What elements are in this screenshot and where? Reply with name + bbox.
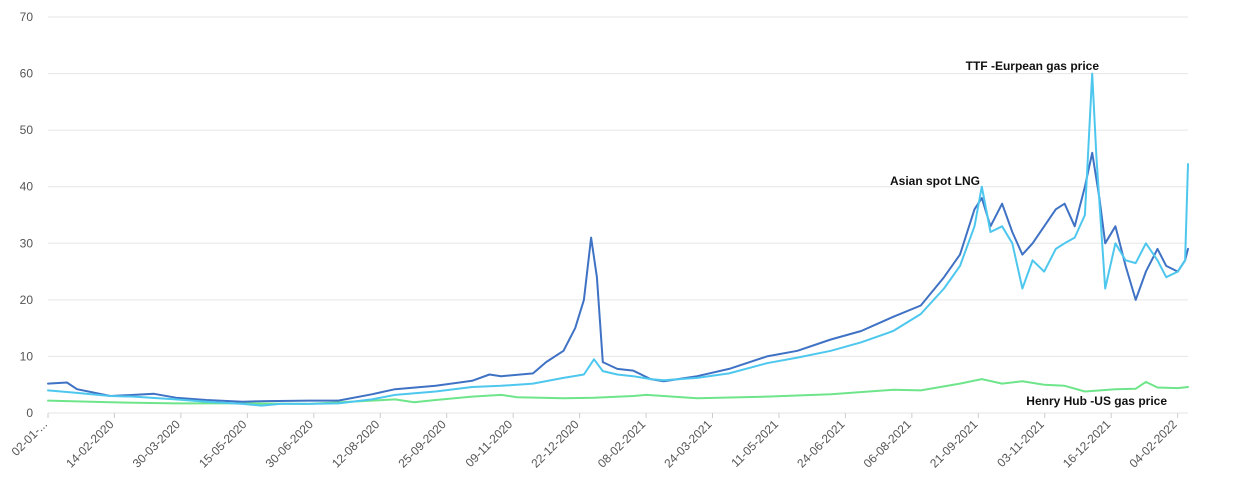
series-line-0 <box>47 72 1189 407</box>
x-tick-label: 02-01-... <box>9 417 51 459</box>
y-tick-label: 20 <box>20 293 34 307</box>
x-tick-label: 04-02-2022 <box>1126 417 1180 471</box>
x-tick-label: 09-11-2020 <box>463 417 516 470</box>
x-tick-label: 08-02-2021 <box>595 417 649 471</box>
x-tick-label: 24-03-2021 <box>661 417 715 471</box>
x-tick-label: 14-02-2020 <box>63 417 117 471</box>
series-label-henry-hub: Henry Hub -US gas price <box>1026 394 1167 408</box>
x-tick-label: 16-12-2021 <box>1060 417 1114 471</box>
gridlines <box>48 16 1188 414</box>
x-tick-label: 12-08-2020 <box>329 417 383 471</box>
series-line-1 <box>47 151 1189 403</box>
x-tick-label: 25-09-2020 <box>396 417 450 471</box>
y-tick-label: 0 <box>26 406 33 420</box>
x-tick-label: 30-03-2020 <box>130 417 184 471</box>
x-tick-label: 30-06-2020 <box>263 417 317 471</box>
x-tick-label: 22-12-2020 <box>528 417 582 471</box>
x-tick-label: 24-06-2021 <box>794 417 848 471</box>
x-tick-label: 21-09-2021 <box>927 417 981 471</box>
y-tick-label: 50 <box>20 123 34 137</box>
y-tick-label: 70 <box>20 10 34 24</box>
series-labels: TTF -Eurpean gas price Asian spot LNG He… <box>890 59 1167 408</box>
y-tick-label: 10 <box>20 349 34 363</box>
x-tick-label: 06-08-2021 <box>861 417 915 471</box>
series-label-ttf: TTF -Eurpean gas price <box>966 59 1100 73</box>
series-label-asian-lng: Asian spot LNG <box>890 174 980 188</box>
y-tick-label: 60 <box>20 67 34 81</box>
y-tick-label: 40 <box>20 180 34 194</box>
series-line-2 <box>47 378 1189 405</box>
y-axis: 0 10 20 30 40 50 60 70 <box>20 10 34 420</box>
x-tick-label: 03-11-2021 <box>994 417 1047 470</box>
y-tick-label: 30 <box>20 236 34 250</box>
x-tick-label: 15-05-2020 <box>196 417 250 471</box>
series-lines <box>47 72 1189 407</box>
x-axis: 02-01-... 14-02-2020 30-03-2020 15-05-2020 3… <box>9 413 1180 471</box>
x-tick-label: 11-05-2021 <box>728 417 781 470</box>
